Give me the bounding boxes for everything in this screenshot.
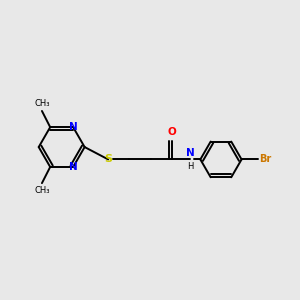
- Text: N: N: [69, 122, 77, 132]
- Text: CH₃: CH₃: [34, 99, 50, 108]
- Text: H: H: [187, 162, 194, 171]
- Text: O: O: [167, 127, 176, 137]
- Text: N: N: [186, 148, 195, 158]
- Text: N: N: [69, 162, 77, 172]
- Text: CH₃: CH₃: [34, 186, 50, 195]
- Text: Br: Br: [260, 154, 272, 164]
- Text: S: S: [104, 154, 112, 164]
